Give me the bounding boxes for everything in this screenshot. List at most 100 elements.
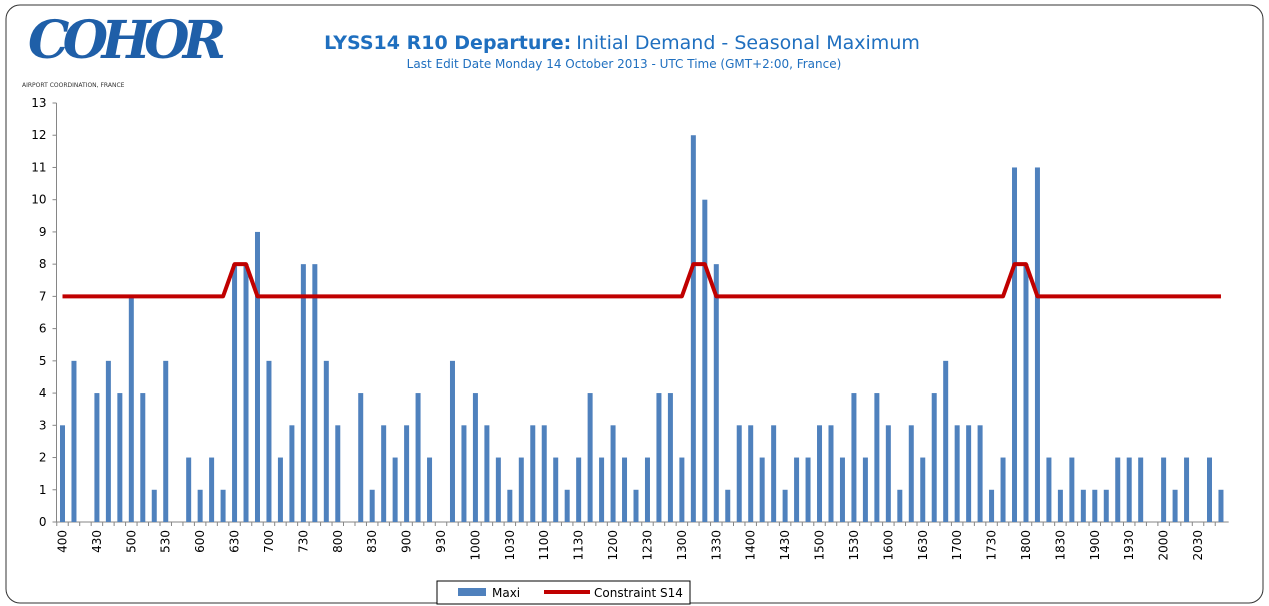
bar <box>977 425 983 522</box>
bar <box>530 425 536 522</box>
x-tick-label: 1500 <box>813 530 827 561</box>
x-tick-label: 700 <box>262 530 276 553</box>
bar <box>472 393 478 522</box>
x-tick-label: 800 <box>331 530 345 553</box>
bar <box>713 264 719 522</box>
bar <box>1207 457 1212 522</box>
title-rest: Initial Demand - Seasonal Maximum <box>576 32 920 54</box>
x-tick-label: 1630 <box>916 530 930 561</box>
bar <box>1080 489 1086 522</box>
bar <box>186 457 192 522</box>
bar <box>312 264 318 522</box>
bar <box>381 425 387 522</box>
bar <box>839 457 845 522</box>
bar <box>966 425 972 522</box>
y-tick-label: 13 <box>31 96 46 110</box>
bar <box>736 425 742 522</box>
bar <box>461 425 467 522</box>
y-tick-label: 11 <box>31 160 46 174</box>
bar <box>541 425 547 522</box>
bar <box>507 489 513 522</box>
bar <box>266 360 272 522</box>
bar <box>1115 457 1121 522</box>
bar <box>989 489 995 522</box>
x-tick-label: 930 <box>434 530 448 553</box>
bar <box>197 489 203 522</box>
x-tick-label: 1730 <box>985 530 999 561</box>
x-tick-label: 2030 <box>1191 530 1205 561</box>
bar <box>335 425 341 522</box>
y-tick-label: 7 <box>39 289 47 303</box>
y-tick-label: 2 <box>39 451 47 465</box>
bar <box>576 457 582 522</box>
x-tick-label: 600 <box>193 530 207 553</box>
bar <box>117 393 123 522</box>
bar <box>1161 457 1167 522</box>
bar <box>897 489 903 522</box>
bar <box>782 489 788 522</box>
legend-label: Constraint S14 <box>594 586 683 600</box>
x-tick-label: 2000 <box>1157 530 1171 561</box>
bar <box>1126 457 1132 522</box>
title-bold: LYSS14 R10 Departure: <box>324 32 571 54</box>
bar <box>644 457 650 522</box>
y-tick-label: 6 <box>39 322 47 336</box>
bar <box>610 425 616 522</box>
bar <box>1012 167 1018 522</box>
x-tick-label: 830 <box>365 530 379 553</box>
bar <box>748 425 754 522</box>
x-tick-label: 1800 <box>1019 530 1033 561</box>
x-tick-label: 1530 <box>847 530 861 561</box>
bar <box>885 425 891 522</box>
bar <box>679 457 685 522</box>
x-tick-label: 1330 <box>709 530 723 561</box>
bar <box>805 457 811 522</box>
bar <box>862 457 868 522</box>
x-tick-label: 1930 <box>1122 530 1136 561</box>
x-tick-label: 400 <box>56 530 70 553</box>
bar <box>667 393 673 522</box>
x-tick-label: 1900 <box>1088 530 1102 561</box>
bar <box>553 457 559 522</box>
y-tick-label: 9 <box>39 225 47 239</box>
bar <box>1023 264 1029 522</box>
bar <box>771 425 777 522</box>
bar <box>1046 457 1052 522</box>
bar <box>1172 489 1178 522</box>
bar <box>105 360 111 522</box>
legend-swatch <box>458 588 486 596</box>
bar <box>931 393 937 522</box>
bar <box>392 457 398 522</box>
bar <box>254 231 260 522</box>
bar <box>920 457 926 522</box>
x-tick-label: 900 <box>400 530 414 553</box>
bar <box>60 425 65 522</box>
bar <box>209 457 215 522</box>
x-tick-label: 1030 <box>503 530 517 561</box>
bar <box>495 457 501 522</box>
bar <box>759 457 765 522</box>
bar <box>690 135 696 522</box>
bar <box>415 393 421 522</box>
bar <box>1138 457 1144 522</box>
x-tick-label: 500 <box>124 530 138 553</box>
bar <box>289 425 295 522</box>
x-tick-label: 1200 <box>606 530 620 561</box>
x-tick-label: 1230 <box>640 530 654 561</box>
x-tick-label: 1830 <box>1053 530 1067 561</box>
bar <box>1057 489 1063 522</box>
y-tick-label: 4 <box>39 386 47 400</box>
bar <box>94 393 100 522</box>
bar <box>358 393 364 522</box>
bar <box>828 425 834 522</box>
x-tick-label: 730 <box>296 530 310 553</box>
x-tick-label: 1430 <box>778 530 792 561</box>
chart-subtitle: Last Edit Date Monday 14 October 2013 - … <box>407 57 842 71</box>
x-tick-label: 1600 <box>881 530 895 561</box>
bar <box>518 457 524 522</box>
bar <box>323 360 329 522</box>
bar <box>656 393 662 522</box>
bar <box>300 264 306 522</box>
x-tick-label: 430 <box>90 530 104 553</box>
